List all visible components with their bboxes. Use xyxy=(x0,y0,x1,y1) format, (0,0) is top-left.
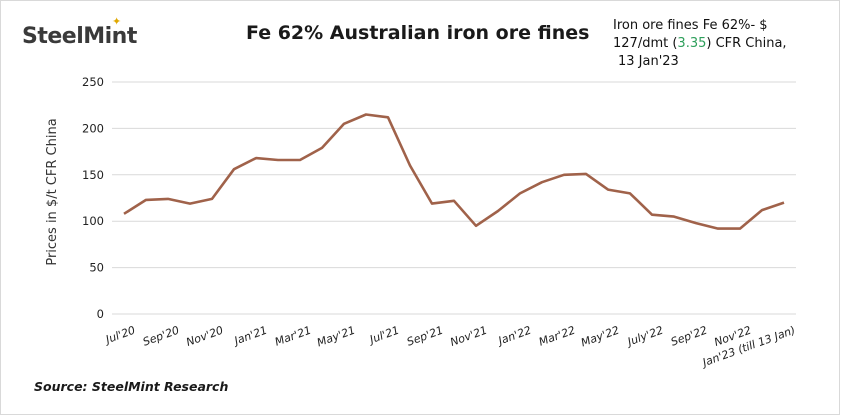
x-tick-label: Sep'22 xyxy=(669,324,709,349)
price-note-prefix: Iron ore fines Fe 62%- $ 127/dmt ( xyxy=(613,18,768,51)
price-change: 3.35 xyxy=(677,36,707,51)
price-note-suffix: ) CFR China, xyxy=(706,36,787,51)
y-axis-ticks: 0 50 100 150 200 250 xyxy=(82,75,104,321)
x-tick-label: Jul'21 xyxy=(366,324,401,347)
logo-spark-icon: ✦ xyxy=(112,15,121,28)
x-tick-label: July'22 xyxy=(624,324,665,349)
y-axis-label: Prices in $/t CFR China xyxy=(45,118,60,265)
x-tick-label: Jul'20 xyxy=(102,324,137,347)
x-tick-label: Sep'21 xyxy=(405,324,445,349)
source-note: Source: SteelMint Research xyxy=(34,379,229,394)
x-tick-label: Mar'22 xyxy=(537,324,577,349)
steelmint-logo: SteelMint ✦ xyxy=(22,15,137,49)
y-tick-label: 250 xyxy=(82,75,104,89)
chart-title: Fe 62% Australian iron ore fines xyxy=(246,22,590,44)
grid-lines xyxy=(112,81,796,315)
price-note: Iron ore fines Fe 62%- $ 127/dmt (3.35) … xyxy=(613,17,813,71)
x-tick-label: Nov'20 xyxy=(184,324,225,349)
x-tick-label: Jan'21 xyxy=(231,324,269,349)
logo-text: SteelMint xyxy=(22,24,137,49)
y-tick-label: 200 xyxy=(82,121,104,135)
x-tick-label: Mar'21 xyxy=(273,324,313,349)
y-tick-label: 50 xyxy=(89,261,104,275)
x-tick-label: Nov'21 xyxy=(448,324,489,349)
series-line xyxy=(123,113,785,230)
y-tick-label: 0 xyxy=(97,307,104,321)
x-tick-label: May'21 xyxy=(315,324,357,350)
x-tick-label: Sep'20 xyxy=(141,324,181,349)
x-tick-label: Jan'22 xyxy=(495,324,533,349)
x-tick-label: May'22 xyxy=(579,324,621,350)
price-note-date: 13 Jan'23 xyxy=(618,54,679,69)
y-tick-label: 150 xyxy=(82,168,104,182)
y-tick-label: 100 xyxy=(82,214,104,228)
x-axis-ticks: Jul'20 Sep'20 Nov'20 Jan'21 Mar'21 May'21 Jul'… xyxy=(102,324,797,370)
